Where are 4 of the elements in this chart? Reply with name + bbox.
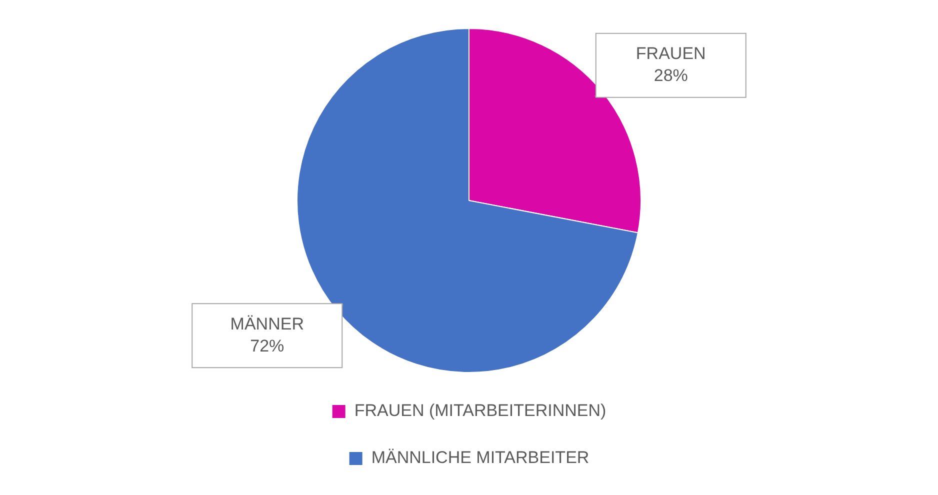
legend-label: MÄNNLICHE MITARBEITER — [371, 448, 590, 468]
legend-label: FRAUEN (MITARBEITERINNEN) — [354, 401, 606, 420]
data-label: MÄNNER 72% — [230, 314, 304, 356]
data-label: FRAUEN 28% — [636, 44, 706, 86]
